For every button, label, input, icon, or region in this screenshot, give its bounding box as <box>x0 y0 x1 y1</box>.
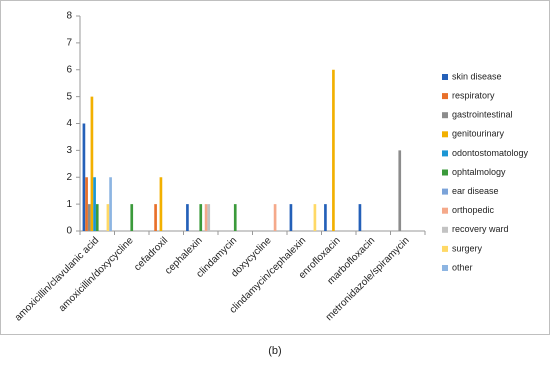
y-tick-label: 4 <box>66 118 72 129</box>
legend-label: ophtalmology <box>452 167 506 177</box>
legend-swatch <box>442 74 448 80</box>
bar <box>130 204 134 231</box>
legend-label: other <box>452 262 473 272</box>
bar <box>273 204 277 231</box>
bar <box>154 204 157 231</box>
y-tick-label: 1 <box>66 199 72 210</box>
legend-label: gastrointestinal <box>452 110 513 120</box>
bar <box>87 204 91 231</box>
caption: (b) <box>268 345 281 357</box>
legend-swatch <box>442 131 448 138</box>
bar <box>313 204 317 231</box>
y-tick-label: 2 <box>66 172 72 183</box>
bar <box>82 123 86 231</box>
bar <box>106 204 110 231</box>
legend-label: recovery ward <box>452 224 509 234</box>
legend-label: odontostomatology <box>452 148 529 158</box>
legend-swatch <box>442 265 448 271</box>
y-tick-label: 5 <box>66 91 72 102</box>
bar <box>186 204 189 231</box>
y-tick-label: 3 <box>66 145 72 156</box>
y-tick-label: 0 <box>66 226 72 237</box>
bar <box>289 204 293 231</box>
bar <box>207 204 211 231</box>
legend-label: genitourinary <box>452 129 505 139</box>
bar <box>332 69 335 231</box>
legend-swatch <box>442 245 448 252</box>
bar <box>199 204 203 231</box>
bar <box>233 204 237 231</box>
bar <box>159 177 163 231</box>
y-tick-label: 8 <box>66 11 72 22</box>
legend-swatch <box>442 188 448 195</box>
legend-label: orthopedic <box>452 205 495 215</box>
legend-swatch <box>442 169 448 176</box>
legend-swatch <box>442 93 448 100</box>
legend-label: surgery <box>452 243 483 253</box>
legend-label: skin disease <box>452 71 502 81</box>
bar <box>85 177 88 231</box>
bar <box>324 204 327 231</box>
legend-label: ear disease <box>452 186 499 196</box>
legend-swatch <box>442 112 448 119</box>
bar <box>358 204 362 231</box>
bar <box>95 204 99 231</box>
bar <box>398 150 402 231</box>
legend-swatch <box>442 150 448 157</box>
bar <box>90 96 94 231</box>
legend-swatch <box>442 207 448 214</box>
bar <box>109 177 112 231</box>
legend-swatch <box>442 226 448 233</box>
bar <box>204 204 208 231</box>
bar <box>93 177 96 231</box>
y-tick-label: 6 <box>66 64 72 75</box>
y-tick-label: 7 <box>66 38 72 49</box>
legend-label: respiratory <box>452 90 495 100</box>
